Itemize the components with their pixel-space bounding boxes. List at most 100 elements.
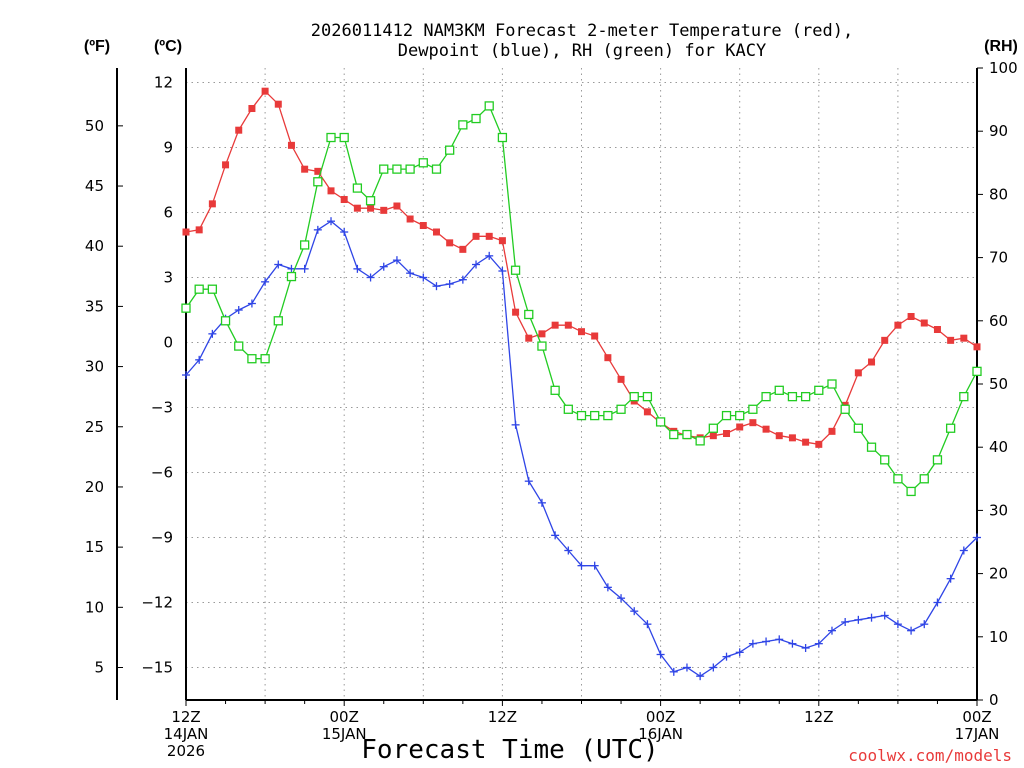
rh-point (774, 385, 784, 395)
rh-point (840, 404, 850, 414)
rh-point (550, 385, 560, 395)
temperature-point (195, 226, 203, 234)
temperature-point (802, 438, 810, 446)
x-tick-label: 00Z (962, 708, 991, 726)
dewpoint-point (814, 639, 823, 648)
dewpoint-point (195, 355, 204, 364)
rh-point (748, 404, 758, 414)
rh-point (537, 341, 547, 351)
temperature-point (868, 358, 876, 366)
fahrenheit-unit-label: (ºF) (84, 38, 110, 55)
celsius-tick-label: −3 (151, 399, 173, 417)
temperature-point (498, 237, 506, 245)
temperature-point (749, 419, 757, 427)
dewpoint-point (827, 626, 836, 635)
dewpoint-point (682, 663, 691, 672)
celsius-tick-label: 6 (163, 204, 173, 222)
x-tick-label: 16JAN (638, 725, 683, 743)
rh-line (185, 104, 978, 493)
rh-point (906, 486, 916, 497)
dewpoint-point (498, 267, 507, 276)
temperature-point (314, 167, 322, 175)
rh-point (735, 410, 745, 421)
x-axis-label: Forecast Time (UTC) (361, 735, 658, 765)
fahrenheit-tick-label: 45 (85, 177, 104, 195)
celsius-unit-label: (ºC) (154, 38, 182, 55)
dewpoint-point (775, 635, 784, 644)
dewpoint-point (603, 583, 612, 592)
credit-text: coolwx.com/models (848, 746, 1012, 765)
dewpoint-point (880, 611, 889, 620)
celsius-tick-label: −9 (151, 529, 173, 547)
dewpoint-point (643, 620, 652, 629)
x-tick-label: 00Z (646, 708, 675, 726)
rh-point (339, 132, 349, 143)
rh-point (945, 423, 956, 433)
dewpoint-point (788, 639, 797, 648)
dewpoint-point (432, 282, 441, 291)
rh-tick-label: 60 (989, 312, 1008, 330)
dewpoint-point (379, 262, 388, 271)
rh-point (642, 391, 653, 402)
temperature-point (723, 430, 731, 438)
rh-tick-label: 20 (989, 565, 1008, 583)
dewpoint-point (946, 574, 955, 583)
dewpoint-point (327, 217, 336, 226)
celsius-tick-label: 0 (163, 334, 173, 352)
dewpoint-point (722, 652, 731, 661)
dewpoint-point (524, 477, 533, 486)
temperature-point (933, 326, 941, 334)
dewpoint-point (300, 264, 309, 273)
dewpoint-point (959, 546, 968, 555)
rh-tick-label: 30 (989, 501, 1008, 519)
dewpoint-point (353, 264, 362, 273)
temperature-point (182, 228, 190, 236)
axes: 129630−3−6−9−12−155045403530252015105100… (85, 59, 1018, 709)
rh-point (313, 177, 323, 187)
temperature-point (564, 321, 572, 329)
temperature-point (894, 321, 902, 329)
x-tick-label: 12Z (488, 708, 517, 726)
rh-point (708, 423, 718, 433)
grid-lines (186, 68, 977, 700)
celsius-tick-label: −6 (151, 464, 173, 482)
temperature-point (604, 354, 612, 362)
fahrenheit-tick-label: 35 (85, 297, 104, 315)
rh-tick-label: 50 (989, 375, 1008, 393)
dewpoint-point (340, 228, 349, 237)
x-tick-label: 14JAN (164, 725, 209, 743)
dewpoint-point (208, 329, 217, 338)
dewpoint-point (406, 269, 415, 278)
temperature-point (788, 434, 796, 442)
dewpoint-point (472, 260, 481, 269)
temperature-point (736, 423, 744, 431)
rh-point (379, 164, 389, 174)
dewpoint-point (893, 620, 902, 629)
rh-point (880, 455, 890, 465)
dewpoint-point (920, 620, 929, 629)
dewpoint-point (551, 531, 560, 540)
temperature-point (446, 239, 454, 247)
rh-tick-label: 40 (989, 438, 1008, 456)
temperature-point (287, 141, 295, 149)
temperature-point (828, 427, 836, 435)
rh-point (669, 429, 679, 440)
temperature-point (327, 187, 335, 195)
temperature-point (762, 425, 770, 433)
rh-point (919, 474, 929, 484)
rh-point (721, 410, 732, 421)
dewpoint-point (261, 277, 270, 286)
dewpoint-point (709, 663, 718, 672)
dewpoint-point (511, 420, 520, 429)
temperature-point (551, 321, 559, 329)
dewpoint-point (630, 607, 639, 616)
temperature-point (973, 343, 981, 351)
temperature-point (406, 215, 414, 223)
dewpoint-point (445, 280, 454, 289)
dewpoint-point (656, 650, 665, 659)
temperature-point (538, 330, 546, 338)
rh-point (181, 303, 191, 313)
temperature-point (643, 408, 651, 416)
temperature-point (709, 432, 717, 440)
